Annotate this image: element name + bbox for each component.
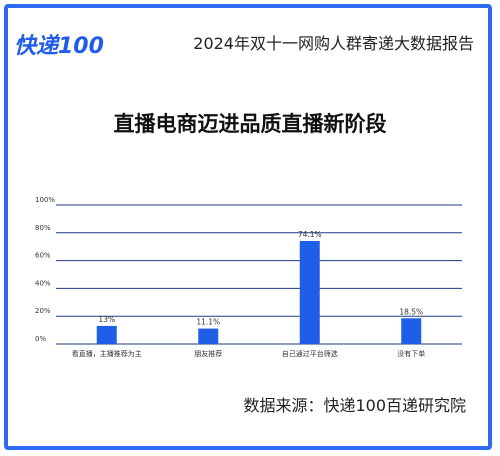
x-axis-labels: 看直播，主播推荐为主 朋友推荐 自己通过平台筛选 没有下单	[72, 349, 426, 358]
bar-value-label: 18.5%	[399, 307, 423, 316]
bar-value-label: 11.1%	[196, 318, 220, 327]
category-label: 没有下单	[397, 349, 425, 358]
gridlines	[56, 204, 462, 345]
data-source-caption: 数据来源：快递100百递研究院	[243, 396, 466, 415]
bar	[299, 241, 320, 344]
bar-value-label: 13%	[98, 315, 115, 324]
category-label: 自己通过平台筛选	[282, 349, 338, 358]
category-label: 朋友推荐	[194, 349, 222, 358]
y-tick-label: 60%	[35, 252, 51, 260]
bar	[198, 328, 219, 344]
bar	[401, 318, 422, 344]
y-tick-label: 100%	[35, 196, 55, 204]
y-tick-label: 20%	[35, 307, 51, 315]
bar-value-label: 74.1%	[298, 230, 322, 239]
report-frame	[4, 4, 492, 450]
y-tick-label: 40%	[35, 279, 51, 287]
report-title: 2024年双十一网购人群寄递大数据报告	[193, 34, 474, 53]
y-tick-label: 80%	[35, 224, 51, 232]
bar	[96, 325, 117, 344]
page-headline: 直播电商迈进品质直播新阶段	[113, 112, 387, 136]
y-tick-label: 0%	[35, 335, 46, 343]
value-labels: 13% 11.1% 74.1% 18.5%	[98, 230, 423, 327]
bar-chart: 0% 20% 40% 60% 80% 100% 13% 11.1% 74.1% 18.5% 看直…	[35, 196, 462, 358]
bars	[96, 241, 422, 344]
brand-logo: 快递100	[14, 34, 104, 59]
y-axis-ticks: 0% 20% 40% 60% 80% 100%	[35, 196, 55, 343]
category-label: 看直播，主播推荐为主	[72, 349, 142, 358]
